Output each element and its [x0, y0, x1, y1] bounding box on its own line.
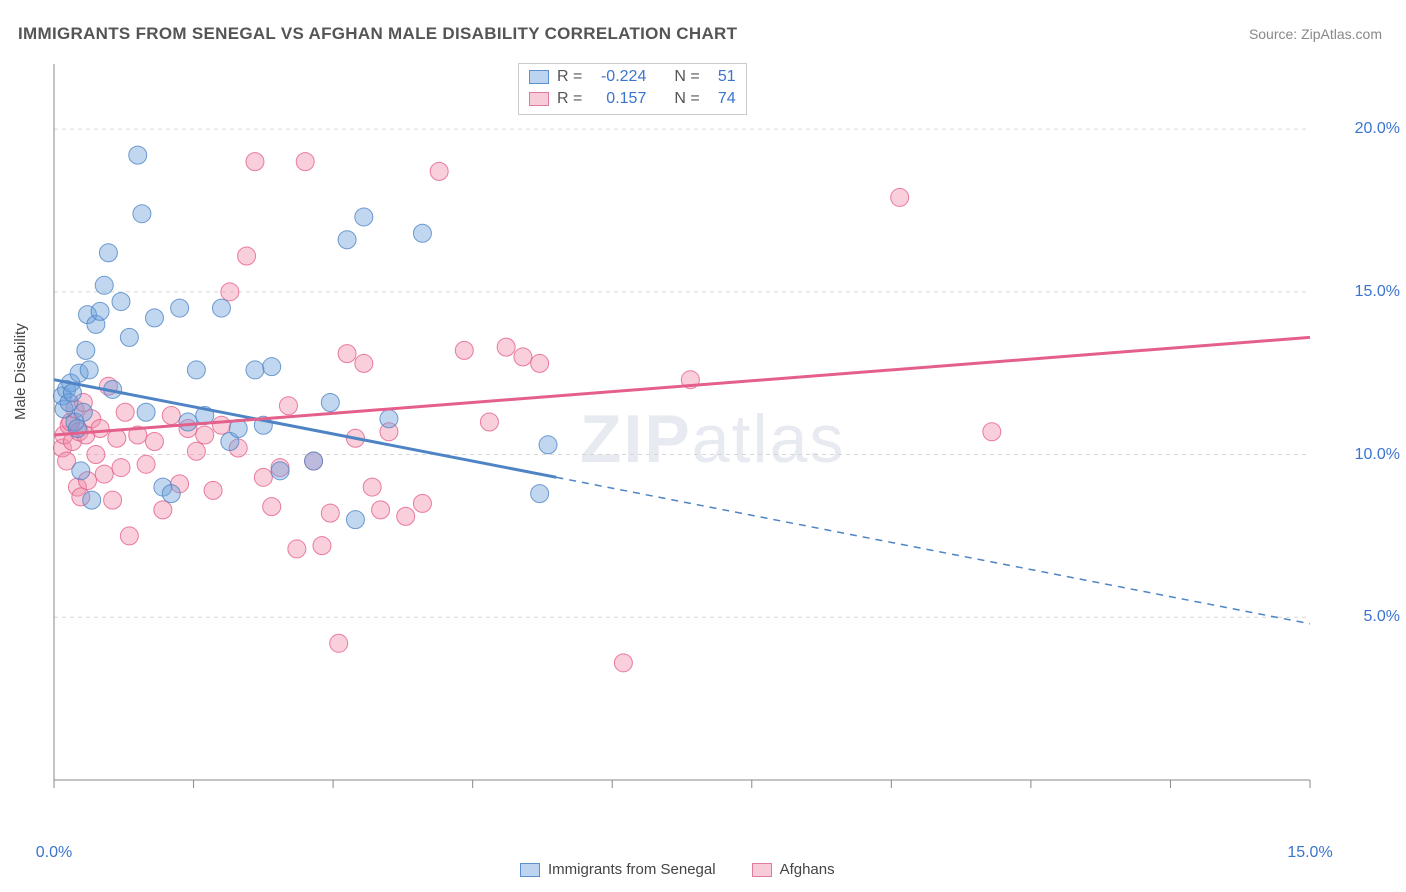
- legend-series: Immigrants from Senegal Afghans: [520, 861, 835, 878]
- n-label: N =: [674, 90, 699, 108]
- source-label: Source: ZipAtlas.com: [1249, 26, 1382, 42]
- legend-correlation-box: R = -0.224 N = 51 R = 0.157 N = 74: [518, 63, 747, 115]
- r-value: 0.157: [590, 90, 646, 108]
- swatch-pink-icon: [752, 863, 772, 877]
- n-label: N =: [674, 68, 699, 86]
- x-tick-label: 0.0%: [36, 844, 72, 862]
- chart-area: [50, 60, 1370, 830]
- n-value: 51: [708, 68, 736, 86]
- swatch-blue-icon: [520, 863, 540, 877]
- legend-item-senegal: Immigrants from Senegal: [520, 861, 716, 878]
- y-tick-label: 5.0%: [1364, 608, 1400, 626]
- r-value: -0.224: [590, 68, 646, 86]
- y-tick-label: 10.0%: [1355, 446, 1400, 464]
- legend-label: Immigrants from Senegal: [548, 861, 716, 878]
- y-tick-label: 15.0%: [1355, 283, 1400, 301]
- x-tick-label: 15.0%: [1287, 844, 1332, 862]
- legend-row-blue: R = -0.224 N = 51: [529, 66, 736, 88]
- legend-item-afghans: Afghans: [752, 861, 835, 878]
- r-label: R =: [557, 68, 582, 86]
- swatch-blue-icon: [529, 70, 549, 84]
- y-tick-label: 20.0%: [1355, 120, 1400, 138]
- legend-row-pink: R = 0.157 N = 74: [529, 88, 736, 110]
- chart-title: IMMIGRANTS FROM SENEGAL VS AFGHAN MALE D…: [18, 24, 737, 44]
- y-axis-label: Male Disability: [12, 323, 29, 420]
- scatter-chart: [50, 60, 1370, 830]
- r-label: R =: [557, 90, 582, 108]
- n-value: 74: [708, 90, 736, 108]
- legend-label: Afghans: [780, 861, 835, 878]
- swatch-pink-icon: [529, 92, 549, 106]
